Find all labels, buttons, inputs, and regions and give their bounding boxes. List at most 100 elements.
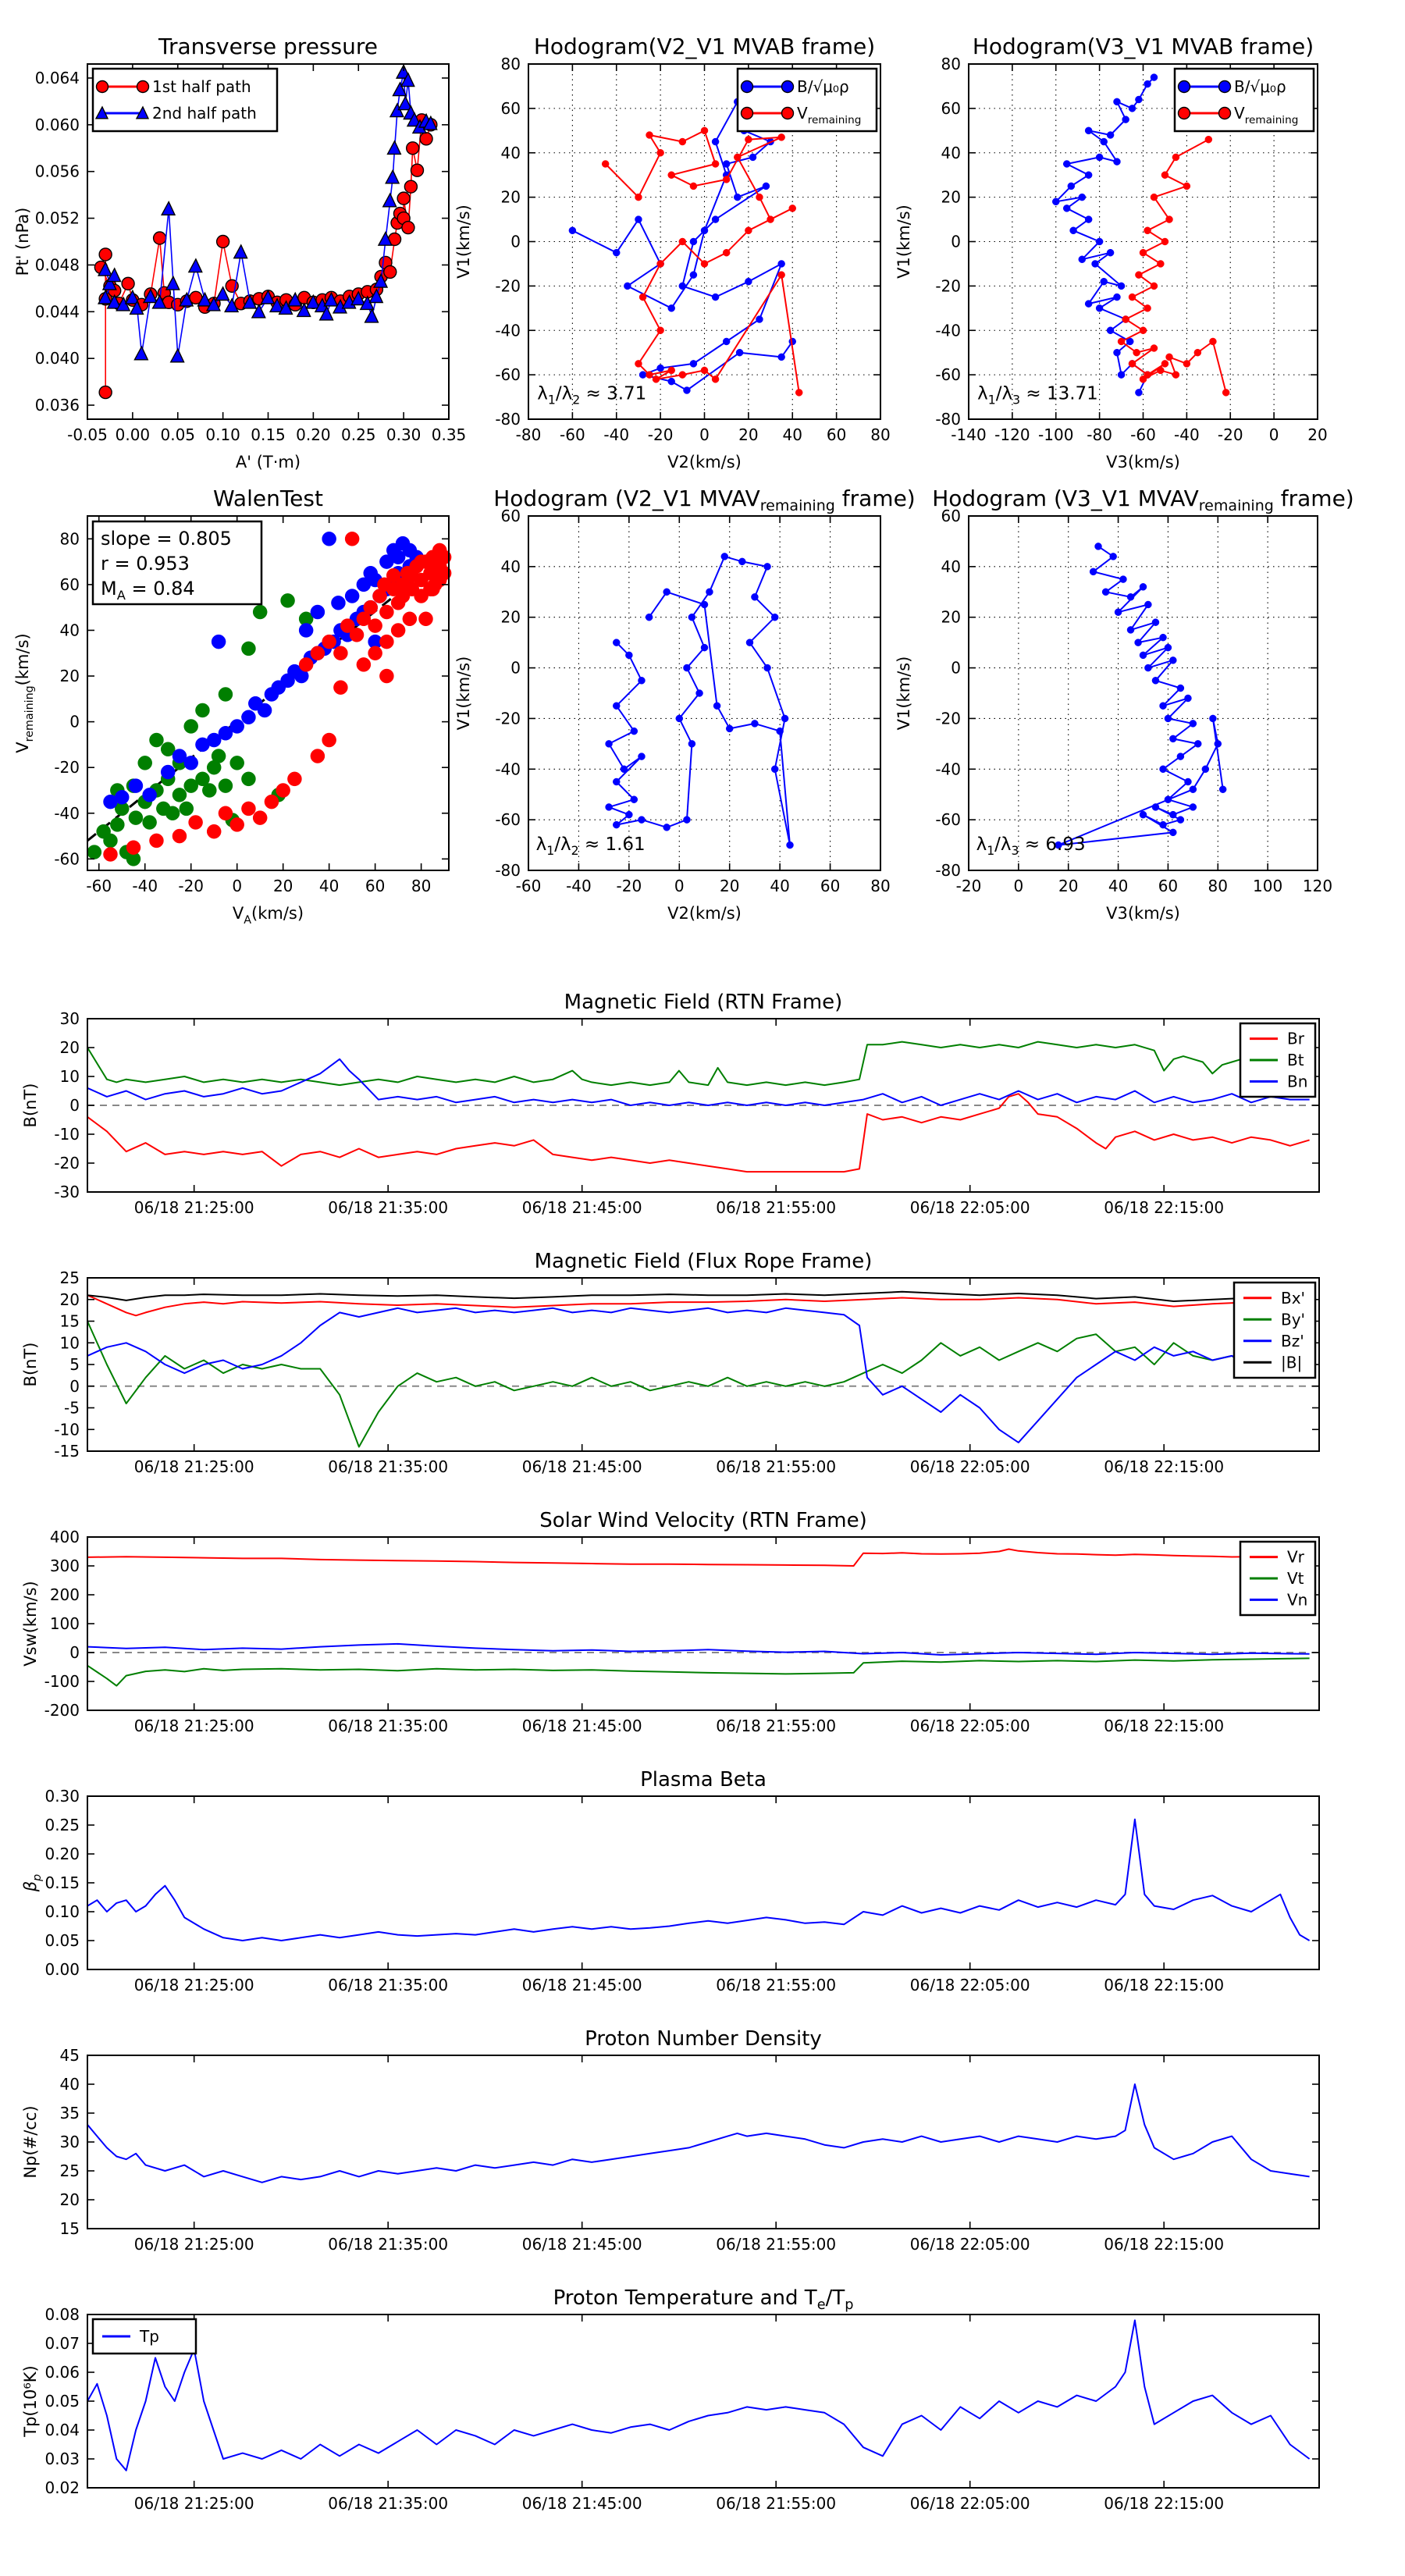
point-marker xyxy=(700,600,709,609)
x-tick-label: -60 xyxy=(516,877,542,895)
triangle-marker xyxy=(142,288,158,304)
x-tick-label: 06/18 22:05:00 xyxy=(910,1198,1030,1217)
point-marker xyxy=(1151,677,1160,685)
point-marker xyxy=(1126,593,1135,601)
x-tick-label: 80 xyxy=(870,425,890,444)
point-marker xyxy=(1161,360,1169,368)
triangle-marker xyxy=(382,192,397,208)
y-tick-label: 0.044 xyxy=(35,302,80,321)
point-marker xyxy=(711,160,720,168)
legend: Br Bt Bn xyxy=(1239,1022,1317,1098)
y-tick-label: 0.064 xyxy=(35,69,80,87)
triangle-marker xyxy=(97,261,113,276)
point-marker xyxy=(1144,80,1151,88)
axis-ticks xyxy=(87,516,449,870)
grid xyxy=(969,516,1318,870)
series-B-hodogram xyxy=(1055,543,1227,849)
y-tick-label: 40 xyxy=(60,621,80,639)
y-tick-label: -20 xyxy=(495,709,521,728)
series-line xyxy=(87,1818,1311,1941)
point-marker xyxy=(333,680,348,695)
point-marker xyxy=(638,753,646,760)
x-tick-label: 06/18 22:15:00 xyxy=(1104,1198,1224,1217)
y-tick-label: -40 xyxy=(935,760,961,778)
point-marker xyxy=(149,833,164,849)
point-marker xyxy=(202,783,217,798)
point-marker xyxy=(625,651,633,660)
point-marker xyxy=(229,817,244,832)
triangle-marker xyxy=(392,81,407,97)
x-tick-label: 06/18 21:45:00 xyxy=(522,2494,642,2513)
y-tick-label: -40 xyxy=(935,321,961,340)
point-marker xyxy=(1150,193,1158,201)
y-tick-label: 400 xyxy=(50,1528,80,1546)
point-marker xyxy=(781,106,795,120)
panel-title: Hodogram (V2_V1 MVAVremaining frame) xyxy=(493,486,915,514)
point-marker xyxy=(1117,282,1126,290)
point-marker xyxy=(1084,215,1093,223)
point-marker xyxy=(656,326,664,334)
point-marker xyxy=(646,131,653,139)
point-marker xyxy=(749,153,757,162)
point-marker xyxy=(620,765,628,774)
point-marker xyxy=(1176,753,1185,760)
series-Bx-prime xyxy=(87,1294,1310,1317)
point-marker xyxy=(395,589,411,603)
legend-item-label: Bn xyxy=(1287,1072,1307,1091)
series-line xyxy=(87,1093,1310,1173)
x-tick-label: -60 xyxy=(86,877,112,895)
point-marker xyxy=(1113,293,1121,301)
x-tick-label: 20 xyxy=(1307,425,1327,444)
x-tick-label: 06/18 21:25:00 xyxy=(134,1976,254,1994)
y-axis-label: V1(km/s) xyxy=(895,656,913,731)
y-tick-label: 80 xyxy=(941,55,961,73)
point-marker xyxy=(1169,656,1177,664)
point-marker xyxy=(1119,575,1127,583)
point-marker xyxy=(1084,126,1093,135)
point-marker xyxy=(368,646,382,660)
point-marker xyxy=(428,554,443,569)
point-marker xyxy=(601,160,610,168)
x-tick-label: -40 xyxy=(603,425,629,444)
x-tick-label: 40 xyxy=(783,425,802,444)
point-marker xyxy=(103,847,118,862)
triangle-marker xyxy=(386,140,402,155)
x-tick-label: 06/18 21:25:00 xyxy=(134,1457,254,1476)
point-marker xyxy=(188,815,203,830)
y-axis-label: Tp(10⁶K) xyxy=(21,2365,40,2437)
point-marker xyxy=(725,724,734,733)
point-marker xyxy=(781,714,789,723)
point-marker xyxy=(713,702,721,710)
triangle-marker xyxy=(373,272,389,288)
x-axis-label: V3(km/s) xyxy=(1106,904,1180,923)
x-tick-label: 20 xyxy=(720,877,739,895)
legend: Vr Vt Vn xyxy=(1239,1540,1317,1617)
panel-title: Proton Number Density xyxy=(585,2027,822,2051)
legend-box xyxy=(1173,67,1315,133)
triangle-marker xyxy=(205,296,221,311)
y-tick-label: 0.15 xyxy=(44,1873,80,1892)
x-tick-label: 80 xyxy=(411,877,431,895)
x-tick-label: 06/18 21:25:00 xyxy=(134,2494,254,2513)
x-tick-label: 06/18 21:45:00 xyxy=(522,1198,642,1217)
y-axis-label: V1(km/s) xyxy=(895,205,913,279)
y-tick-label: 60 xyxy=(60,575,80,594)
point-marker xyxy=(1128,360,1136,368)
y-tick-label: -40 xyxy=(54,804,80,823)
legend: Tp xyxy=(91,2318,197,2355)
point-marker xyxy=(1078,255,1087,263)
y-tick-label: 0 xyxy=(69,1377,80,1396)
triangle-marker xyxy=(187,258,203,273)
point-marker xyxy=(700,226,709,235)
series-line xyxy=(87,1294,1310,1317)
series-Np xyxy=(87,2083,1310,2183)
legend-item-label: Bz' xyxy=(1281,1332,1304,1350)
panel-proton-number-density: 06/18 21:25:00 06/18 21:35:00 06/18 21:45:… xyxy=(21,2027,1320,2254)
point-marker xyxy=(298,657,314,672)
y-tick-label: 200 xyxy=(50,1585,80,1604)
point-marker xyxy=(652,375,660,383)
legend-item-label: Bx' xyxy=(1281,1289,1305,1308)
x-axis-label: VA(km/s) xyxy=(233,904,304,927)
y-tick-label: 20 xyxy=(60,2190,80,2209)
point-marker xyxy=(172,788,187,802)
